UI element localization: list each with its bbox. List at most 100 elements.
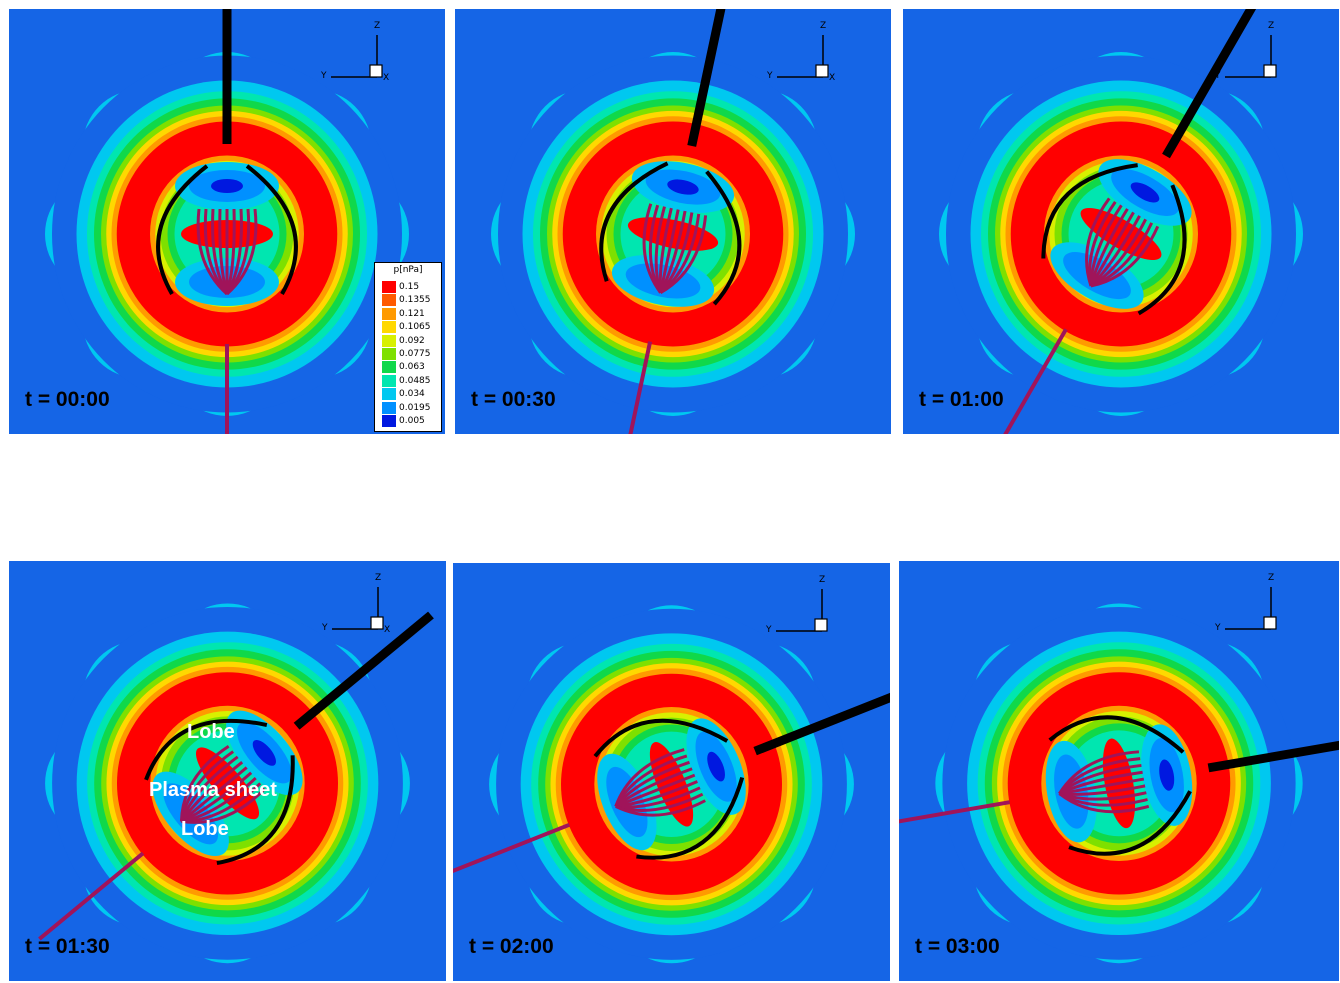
- field-line-bundle: [753, 682, 890, 756]
- field-line: [614, 760, 690, 808]
- legend-swatch: [382, 334, 396, 347]
- lobe-core: [1130, 182, 1160, 203]
- y-axis-label: Y: [1215, 71, 1221, 81]
- field-line: [180, 761, 244, 823]
- field-line: [599, 161, 669, 282]
- field-line: [181, 787, 266, 824]
- lobe-core: [667, 179, 699, 195]
- black-field-lines: [1048, 715, 1339, 856]
- field-line-bundle: [453, 822, 571, 877]
- legend-entry: 0.121: [382, 307, 425, 320]
- axis-triad: Z Y X: [314, 571, 394, 635]
- lobe-core: [707, 751, 725, 782]
- pressure-contour-plot: [491, 9, 855, 434]
- legend-value: 0.0195: [399, 402, 431, 413]
- x-axis-label: X: [384, 625, 391, 635]
- legend-entry: 0.0485: [382, 374, 431, 387]
- field-line-bundle: [687, 9, 733, 147]
- legend-swatch: [382, 415, 396, 427]
- pressure-contour-plot: [939, 9, 1303, 434]
- field-line: [245, 164, 298, 295]
- z-axis-label: Z: [374, 21, 381, 31]
- time-label: t = 02:00: [469, 935, 554, 958]
- legend-title: p[nPa]: [393, 265, 423, 275]
- field-line: [211, 208, 229, 295]
- field-line: [156, 164, 209, 295]
- axis-triad-lines: [1225, 35, 1277, 78]
- field-line-bundle: [620, 341, 653, 434]
- legend-entry: 0.063: [382, 361, 425, 374]
- field-line: [658, 207, 673, 293]
- pressure-contour-plot: [453, 605, 890, 964]
- legend-value: 0.005: [399, 416, 425, 426]
- lobe-label: Lobe: [187, 721, 235, 743]
- time-label: t = 01:30: [25, 935, 110, 958]
- y-axis-label: Y: [1215, 623, 1221, 633]
- legend-entry: 0.15: [382, 281, 419, 293]
- black-field-lines: [593, 682, 890, 860]
- magenta-field-lines: [899, 750, 1150, 828]
- field-line: [144, 718, 268, 781]
- z-axis-label: Z: [1268, 21, 1275, 31]
- y-axis-label: Y: [766, 625, 772, 635]
- field-line: [1089, 208, 1129, 287]
- pressure-contour-plot: [45, 9, 409, 434]
- axis-triad-lines: [777, 35, 829, 78]
- legend-entry: 0.1065: [382, 321, 431, 334]
- field-line: [705, 170, 742, 306]
- pressure-contour-plot: [899, 603, 1339, 964]
- z-axis-label: Z: [375, 573, 382, 583]
- pressure-panel: Z Y X t = 01:30 Lobe Plasma sheet Lobe: [9, 561, 446, 981]
- field-line-bundle: [899, 800, 1011, 828]
- legend-swatch: [382, 388, 396, 401]
- legend-value: 0.092: [399, 335, 425, 346]
- legend-value: 0.063: [399, 362, 425, 373]
- magenta-field-lines: [453, 748, 706, 877]
- axis-triad-lines: [1225, 587, 1277, 630]
- time-label: t = 00:30: [471, 388, 556, 411]
- field-line: [1041, 163, 1138, 259]
- field-line: [1090, 225, 1160, 288]
- legend-swatch: [382, 401, 396, 414]
- pressure-panel: Z Y X t = 00:00: [9, 9, 445, 434]
- legend-swatch: [382, 348, 396, 360]
- field-line: [1089, 204, 1123, 286]
- field-line: [654, 206, 666, 294]
- field-line-bundle: [38, 851, 145, 941]
- z-axis-label: Z: [819, 575, 826, 585]
- lobe-core: [252, 739, 276, 766]
- legend-entry: 0.092: [382, 334, 425, 347]
- legend-swatch: [382, 294, 396, 307]
- legend-swatch: [382, 321, 396, 334]
- black-field-lines: [144, 611, 434, 866]
- plasma-sheet-label: Plasma sheet: [149, 779, 277, 801]
- axis-triad-lines: [332, 587, 384, 630]
- field-line-bundle: [1162, 9, 1258, 159]
- legend-entry: 0.1355: [382, 294, 431, 307]
- legend-entry: 0.0775: [382, 348, 431, 360]
- contour-rings: [939, 52, 1303, 416]
- time-label: t = 00:00: [25, 388, 110, 411]
- field-line: [636, 776, 745, 860]
- x-axis-label: X: [383, 73, 390, 83]
- field-line: [1048, 715, 1185, 754]
- contour-rings: [491, 52, 855, 416]
- lobe-label: Lobe: [181, 818, 229, 840]
- legend-swatch: [382, 307, 396, 320]
- legend-swatch: [382, 374, 396, 387]
- axis-triad: Z Y X: [313, 19, 393, 83]
- axis-triad: Z Y X: [759, 19, 839, 83]
- time-label: t = 01:00: [919, 388, 1004, 411]
- field-line: [216, 755, 295, 866]
- legend-value: 0.0775: [399, 349, 431, 359]
- y-axis-label: Y: [767, 71, 773, 81]
- magenta-field-lines: [38, 745, 266, 941]
- field-line-bundle: [1207, 733, 1339, 773]
- z-axis-label: Z: [1268, 573, 1275, 583]
- field-line: [1068, 790, 1192, 856]
- legend-value: 0.15: [399, 282, 420, 292]
- field-line: [180, 755, 239, 822]
